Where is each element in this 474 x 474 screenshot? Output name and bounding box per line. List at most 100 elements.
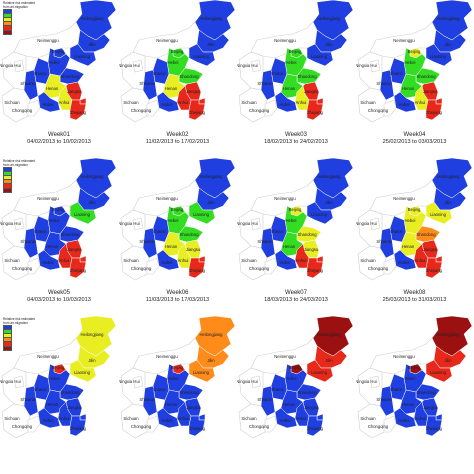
province-hubei xyxy=(274,407,298,429)
province-label-anhui: Anhui xyxy=(177,100,188,105)
map-panel: Heilongjiang Jilin Liaoning Neimenggu Beijin… xyxy=(119,0,237,158)
province-label-anhui: Anhui xyxy=(59,258,70,263)
week-label: Week01 xyxy=(48,132,70,138)
legend-swatch xyxy=(3,345,12,351)
province-label-hebei: Hebei xyxy=(286,60,297,65)
province-label-heilongjiang: Heilongjiang xyxy=(80,16,104,21)
province-label-shaanxi: Shaanxi xyxy=(376,397,391,402)
province-hubei xyxy=(156,249,179,271)
china-map: Heilongjiang Jilin Liaoning Neimenggu Beijin… xyxy=(0,0,117,123)
province-label-shanxi: Shanxi xyxy=(271,71,284,76)
province-hubei xyxy=(393,249,416,271)
province-hubei xyxy=(156,407,179,429)
province-label-hebei: Hebei xyxy=(49,60,60,65)
week-label: Week03 xyxy=(285,132,307,138)
map-panel: Heilongjiang Jilin Liaoning Neimenggu Beijin… xyxy=(119,158,237,316)
province-label-ningxia: Ningxia Hui xyxy=(356,63,377,68)
province-label-jilin: Jilin xyxy=(88,42,96,47)
province-label-heilongjiang: Heilongjiang xyxy=(317,332,341,337)
province-label-jilin: Jilin xyxy=(325,200,333,205)
province-label-hebei: Hebei xyxy=(49,218,60,223)
province-label-shanxi: Shanxi xyxy=(389,229,402,234)
legend-entry xyxy=(3,187,37,193)
province-label-chongqing: Chongqing xyxy=(12,424,33,429)
china-map: Heilongjiang Jilin Liaoning Neimenggu Beijin… xyxy=(237,158,354,281)
map-panel: Heilongjiang Jilin Liaoning Neimenggu Beijin… xyxy=(119,316,237,474)
province-shanghai xyxy=(79,97,87,105)
map-panel: Heilongjiang Jilin Liaoning Neimenggu Beijin… xyxy=(356,316,474,474)
province-label-sichuan: Sichuan xyxy=(4,416,20,421)
province-label-zhejiang: Zhejiang xyxy=(188,110,205,115)
province-label-jilin: Jilin xyxy=(88,200,96,205)
province-label-jilin: Jilin xyxy=(325,358,333,363)
province-chongqing xyxy=(264,415,278,433)
province-label-shanxi: Shanxi xyxy=(34,387,47,392)
province-shandong xyxy=(178,67,203,85)
province-label-henan: Henan xyxy=(164,86,177,91)
province-label-liaoning: Liaoning xyxy=(311,212,328,217)
province-label-beijing: Beijing xyxy=(52,207,65,212)
province-ningxia xyxy=(369,375,380,389)
province-label-liaoning: Liaoning xyxy=(311,370,328,375)
province-hubei xyxy=(274,91,298,113)
province-liaoning xyxy=(188,43,215,67)
province-label-neimenggu: Neimenggu xyxy=(37,38,59,43)
map-panel: Heilongjiang Jilin Liaoning Neimenggu Beijin… xyxy=(0,316,118,474)
province-label-shandong: Shandong xyxy=(179,74,199,79)
province-chongqing xyxy=(146,99,159,117)
province-label-jilin: Jilin xyxy=(207,42,215,47)
province-label-hebei: Hebei xyxy=(167,376,178,381)
province-shanghai xyxy=(198,413,205,421)
china-map: Heilongjiang Jilin Liaoning Neimenggu Beijin… xyxy=(119,316,235,439)
province-shanghai xyxy=(316,413,324,421)
province-label-sichuan: Sichuan xyxy=(123,258,139,263)
province-label-zhejiang: Zhejiang xyxy=(307,268,324,273)
province-label-heilongjiang: Heilongjiang xyxy=(199,174,223,179)
province-label-chongqing: Chongqing xyxy=(12,108,33,113)
province-shaanxi xyxy=(260,69,276,101)
province-label-anhui: Anhui xyxy=(414,258,425,263)
province-label-heilongjiang: Heilongjiang xyxy=(436,16,460,21)
province-label-liaoning: Liaoning xyxy=(74,370,91,375)
province-chongqing xyxy=(27,99,41,117)
province-label-jilin: Jilin xyxy=(444,200,452,205)
province-label-neimenggu: Neimenggu xyxy=(156,38,178,43)
province-label-shanxi: Shanxi xyxy=(271,387,284,392)
province-label-hubei: Hubei xyxy=(398,418,409,423)
date-range-label: 04/02/2013 to 10/02/2013 xyxy=(27,139,91,145)
province-label-beijing: Beijing xyxy=(52,49,65,54)
province-chongqing xyxy=(146,415,159,433)
province-label-ningxia: Ningxia Hui xyxy=(237,379,258,384)
legend-title: Relative risk estimated from air-migrati… xyxy=(3,317,36,325)
province-label-sichuan: Sichuan xyxy=(4,100,20,105)
province-label-heilongjiang: Heilongjiang xyxy=(317,174,341,179)
province-label-jiangsu: Jiangsu xyxy=(304,89,319,94)
province-label-zhejiang: Zhejiang xyxy=(70,426,87,431)
date-range-label: 11/02/2013 to 17/02/2013 xyxy=(145,139,210,145)
province-label-shaanxi: Shaanxi xyxy=(257,239,272,244)
province-label-hebei: Hebei xyxy=(286,376,297,381)
province-zhejiang xyxy=(188,257,205,279)
province-label-liaoning: Liaoning xyxy=(74,212,91,217)
province-shanghai xyxy=(79,413,87,421)
province-label-henan: Henan xyxy=(46,86,59,91)
province-label-jiangsu: Jiangsu xyxy=(185,89,200,94)
province-label-ningxia: Ningxia Hui xyxy=(356,379,377,384)
province-label-hubei: Hubei xyxy=(43,418,54,423)
province-shaanxi xyxy=(142,227,157,259)
province-label-shandong: Shandong xyxy=(416,232,436,237)
province-label-zhejiang: Zhejiang xyxy=(188,268,205,273)
province-label-neimenggu: Neimenggu xyxy=(274,354,296,359)
province-label-hebei: Hebei xyxy=(286,218,297,223)
province-shaanxi xyxy=(379,69,394,101)
province-shaanxi xyxy=(142,385,157,417)
province-label-liaoning: Liaoning xyxy=(74,54,91,59)
province-zhejiang xyxy=(306,257,324,279)
province-chongqing xyxy=(27,257,41,275)
province-shaanxi xyxy=(379,385,394,417)
province-shandong xyxy=(178,383,203,401)
province-shanghai xyxy=(435,413,442,421)
province-ningxia xyxy=(250,217,262,231)
province-label-henan: Henan xyxy=(401,244,414,249)
province-label-sichuan: Sichuan xyxy=(360,258,376,263)
